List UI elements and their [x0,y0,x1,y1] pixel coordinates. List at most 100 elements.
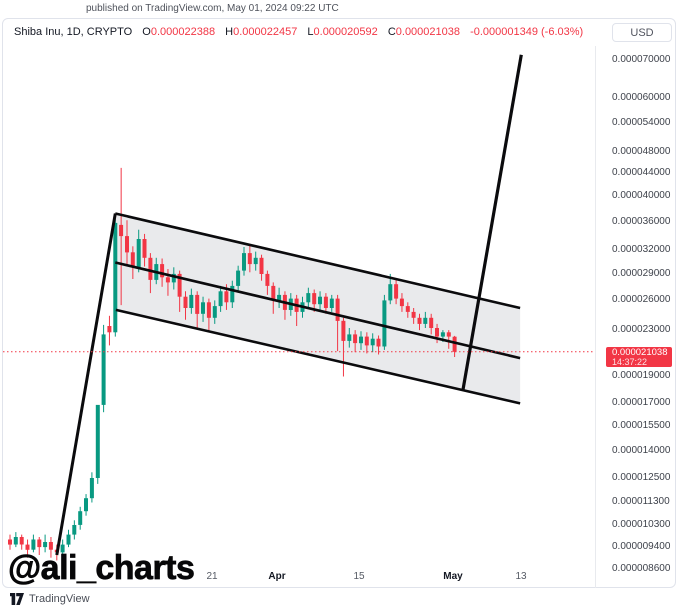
candle-body [259,257,264,274]
candle-body [411,311,416,318]
ohlc-close: C0.000021038 [387,26,460,38]
candle-body [347,334,352,341]
candle-body [423,317,428,324]
price-tick-label: 0.000060000 [612,92,671,103]
candle-body [224,291,229,303]
candle-body [148,257,153,280]
candle-body [189,294,194,308]
candle-body [394,284,399,299]
candle-body [142,239,147,258]
candle-body [247,253,252,265]
price-tick-label: 0.000023000 [612,324,671,335]
candle-body [359,336,363,344]
candle-body [8,539,12,545]
candle-body [84,498,88,512]
price-tick-label: 0.000019000 [612,370,671,381]
candle-body [130,252,135,268]
candle-body [48,542,53,550]
candle-body [417,317,422,324]
channel-top-line [115,212,521,310]
candle-body [119,224,124,237]
currency-button[interactable]: USD [612,23,672,42]
candle-body [183,296,188,308]
tradingview-attribution: TradingView [10,593,90,605]
candle-body [306,293,311,303]
ohlc-high: H0.000022457 [225,26,298,38]
price-tick-label: 0.000048000 [612,146,671,157]
candle-body [253,257,258,265]
price-tick-label: 0.000017000 [612,397,671,408]
time-tick-label: 15 [353,571,365,582]
candle-body [335,298,340,321]
price-tick-label: 0.000011300 [612,496,670,507]
chart-plot-area[interactable] [3,45,595,569]
candle-body [353,334,358,344]
candle-body [95,404,100,478]
candle-body [329,298,334,308]
candle-body [405,306,410,312]
candle-body [364,336,369,346]
last-price-value: 0.000021038 [612,346,668,358]
price-axis[interactable]: 0.000070000 0.000060000 0.000054000 0.00004… [597,45,677,585]
tradingview-logo-icon [10,593,24,605]
price-tick-label: 0.000012500 [612,472,671,483]
symbol-info-bar: Shiba Inu, 1D, CRYPTO O0.000022388 H0.00… [14,26,590,38]
chart-card [2,18,676,588]
candle-body [195,294,200,314]
published-info: published on TradingView.com, May 01, 20… [86,3,339,14]
price-tick-label: 0.000014000 [612,445,671,456]
candle-body [265,273,270,286]
candle-body [72,525,77,535]
ascending-trendline-line [55,213,117,556]
channel-bottom-line [115,308,521,405]
time-tick-label: 21 [206,571,218,582]
candle-body [60,544,65,553]
candle-body [242,253,246,271]
candle-body [312,293,317,305]
candle-body [230,285,235,303]
price-tick-label: 0.000036000 [612,216,671,227]
candle-body [370,338,375,346]
candle-body [171,273,176,283]
time-tick-label: Apr [268,571,286,582]
channel-fill [115,213,521,404]
candle-body [382,300,387,347]
tradingview-logo-text: TradingView [29,593,90,605]
price-tick-label: 0.000009400 [612,541,671,552]
candle-body [66,534,71,545]
candle-body [37,539,42,548]
candle-body [376,338,381,347]
candle-body [31,539,36,550]
candle-body [323,296,328,308]
channel-mid-line [115,261,521,360]
price-tick-label: 0.000044000 [612,167,671,178]
candle-body [165,277,170,283]
candle-body [136,239,141,268]
ohlc-low: L0.000020592 [307,26,378,38]
candle-body [440,332,445,337]
ohlc-open: O0.000022388 [142,26,216,38]
price-tick-label: 0.000054000 [612,117,671,128]
candle-body [271,285,276,301]
candle-body [113,222,118,333]
candle-body [101,334,106,405]
candle-body [43,542,48,548]
last-price-label: 0.000021038 14:37:22 [606,347,672,367]
watermark: @ali_charts [8,549,196,588]
candle-body [341,320,346,341]
candle-body [13,537,18,545]
time-axis[interactable]: 21 Apr 15 May 13 [0,570,595,586]
candle-body [212,306,217,318]
candle-body [78,511,83,525]
candle-body [318,296,322,305]
time-tick-label: 13 [515,571,527,582]
candle-body [399,298,404,307]
candle-body [452,336,457,352]
countdown-timer: 14:37:22 [612,356,648,367]
symbol-title: Shiba Inu, 1D, CRYPTO [14,26,133,38]
price-tick-label: 0.000008600 [612,563,671,574]
candle-body [206,302,211,318]
candle-body [201,302,205,314]
candle-body [218,291,223,307]
